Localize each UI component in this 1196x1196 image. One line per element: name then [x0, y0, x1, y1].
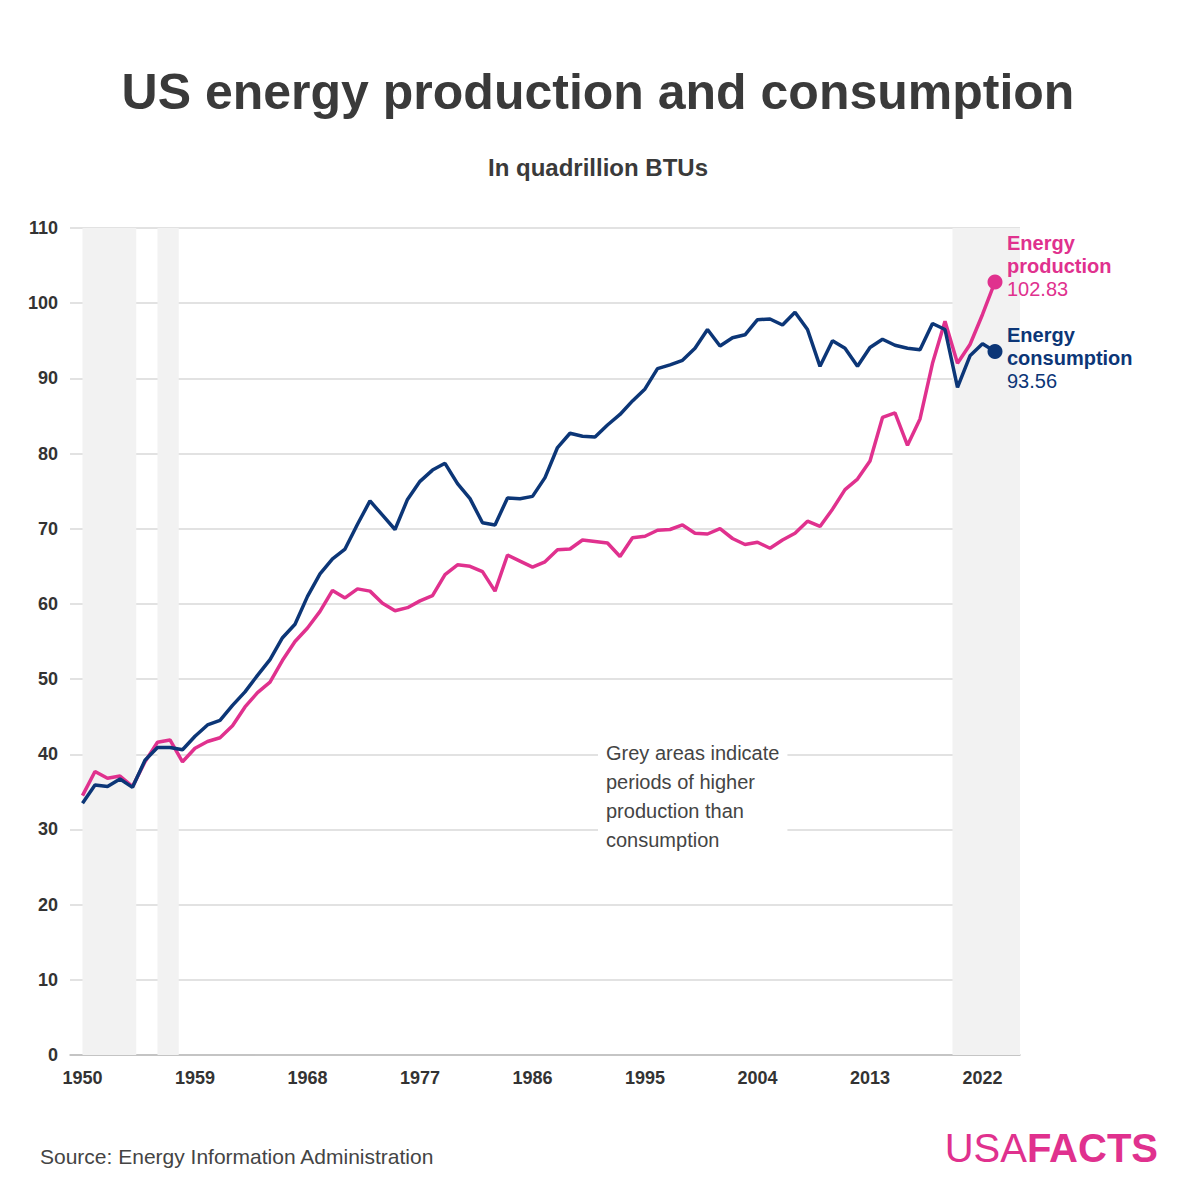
svg-text:2022: 2022 [962, 1068, 1002, 1088]
svg-text:USA: USA [945, 1126, 1028, 1170]
svg-text:1977: 1977 [400, 1068, 440, 1088]
svg-text:1959: 1959 [175, 1068, 215, 1088]
svg-text:60: 60 [38, 594, 58, 614]
svg-text:90: 90 [38, 368, 58, 388]
svg-text:In quadrillion BTUs: In quadrillion BTUs [488, 154, 708, 181]
svg-text:20: 20 [38, 895, 58, 915]
svg-text:1950: 1950 [62, 1068, 102, 1088]
svg-text:2013: 2013 [850, 1068, 890, 1088]
svg-text:Energy: Energy [1007, 324, 1076, 346]
svg-text:100: 100 [28, 293, 58, 313]
svg-text:periods of higher: periods of higher [606, 771, 755, 793]
svg-text:FACTS: FACTS [1027, 1126, 1158, 1170]
svg-text:US energy production and consu: US energy production and consumption [122, 64, 1075, 120]
svg-text:40: 40 [38, 744, 58, 764]
svg-text:1968: 1968 [287, 1068, 327, 1088]
svg-text:110: 110 [29, 218, 58, 238]
svg-text:102.83: 102.83 [1007, 278, 1068, 300]
svg-text:production: production [1007, 255, 1111, 277]
svg-text:30: 30 [38, 819, 58, 839]
svg-text:consumption: consumption [1007, 347, 1133, 369]
svg-text:2004: 2004 [737, 1068, 777, 1088]
svg-text:80: 80 [38, 444, 58, 464]
svg-text:production than: production than [606, 800, 744, 822]
svg-text:50: 50 [38, 669, 58, 689]
svg-text:10: 10 [38, 970, 58, 990]
svg-text:Source: Energy Information Adm: Source: Energy Information Administratio… [40, 1145, 433, 1168]
svg-text:Grey areas indicate: Grey areas indicate [606, 742, 779, 764]
svg-text:1986: 1986 [512, 1068, 552, 1088]
svg-text:93.56: 93.56 [1007, 370, 1057, 392]
svg-text:0: 0 [48, 1045, 58, 1065]
svg-text:Energy: Energy [1007, 232, 1076, 254]
svg-text:consumption: consumption [606, 829, 719, 851]
svg-text:70: 70 [38, 519, 58, 539]
svg-text:1995: 1995 [625, 1068, 665, 1088]
